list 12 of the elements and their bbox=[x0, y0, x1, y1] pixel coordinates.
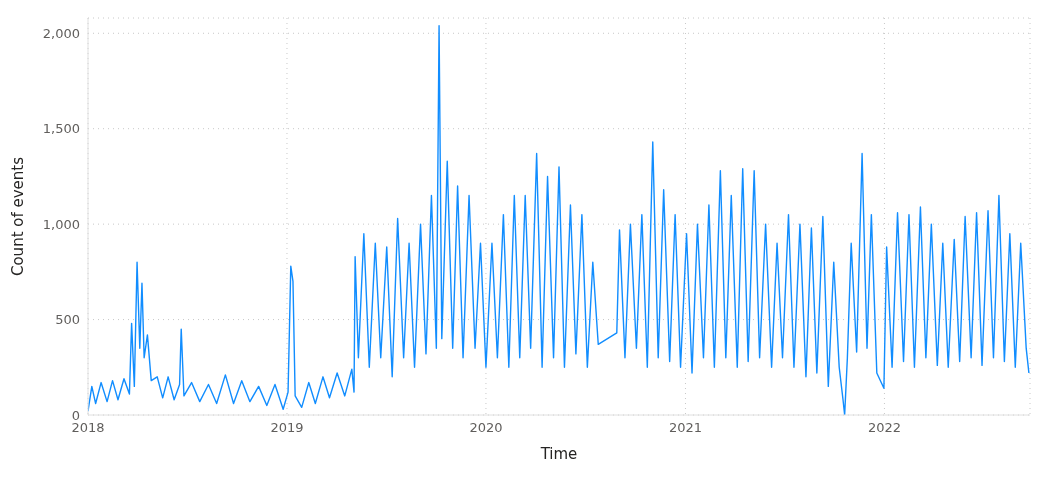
x-tick-label: 2019 bbox=[270, 420, 304, 436]
x-tick-label: 2021 bbox=[668, 420, 703, 436]
y-tick-label: 2,000 bbox=[42, 25, 80, 41]
y-tick-label: 500 bbox=[55, 312, 80, 328]
y-tick-label: 1,000 bbox=[42, 216, 80, 232]
x-axis-title: Time bbox=[539, 445, 578, 463]
y-tick-label: 1,500 bbox=[42, 121, 80, 137]
y-axis-title: Count of events bbox=[9, 156, 28, 277]
y-tick-label: 0 bbox=[71, 407, 80, 423]
x-tick-label: 2022 bbox=[867, 420, 901, 436]
x-tick-label: 2018 bbox=[71, 420, 105, 436]
x-tick-label: 2020 bbox=[469, 420, 503, 436]
